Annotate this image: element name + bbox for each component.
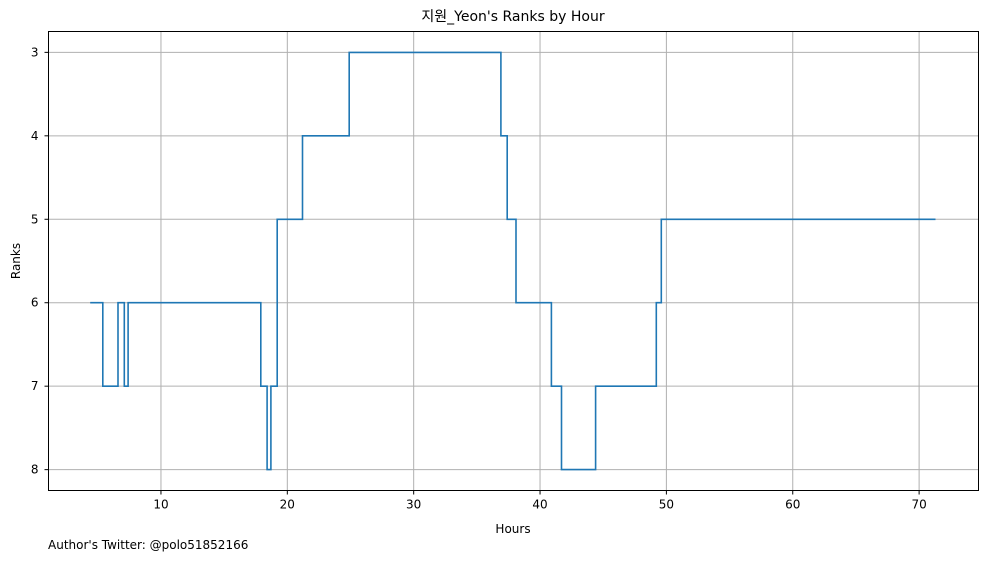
- y-tick-label: 3: [31, 45, 39, 59]
- x-tick-label: 20: [280, 498, 295, 512]
- y-ticks: 3 4 5 6 7 8: [31, 45, 49, 477]
- y-tick-label: 6: [31, 296, 39, 310]
- x-tick-label: 50: [659, 498, 674, 512]
- y-tick-label: 7: [31, 379, 39, 393]
- chart-title: 지원_Yeon's Ranks by Hour: [421, 9, 604, 25]
- grid: [48, 31, 979, 491]
- y-tick-label: 4: [31, 129, 39, 143]
- x-axis-label: Hours: [495, 522, 530, 536]
- y-tick-label: 8: [31, 463, 39, 477]
- plot-frame: [48, 31, 979, 491]
- author-credit: Author's Twitter: @polo51852166: [48, 538, 249, 552]
- x-tick-label: 40: [532, 498, 547, 512]
- y-axis-label: Ranks: [9, 243, 23, 279]
- x-ticks: 10 20 30 40 50 60 70: [153, 490, 927, 512]
- x-tick-label: 70: [911, 498, 926, 512]
- series-layer: [90, 51, 936, 471]
- y-tick-label: 5: [31, 212, 39, 226]
- x-tick-label: 60: [785, 498, 800, 512]
- rank-step-line: [90, 51, 936, 471]
- x-tick-label: 30: [406, 498, 421, 512]
- x-tick-label: 10: [153, 498, 168, 512]
